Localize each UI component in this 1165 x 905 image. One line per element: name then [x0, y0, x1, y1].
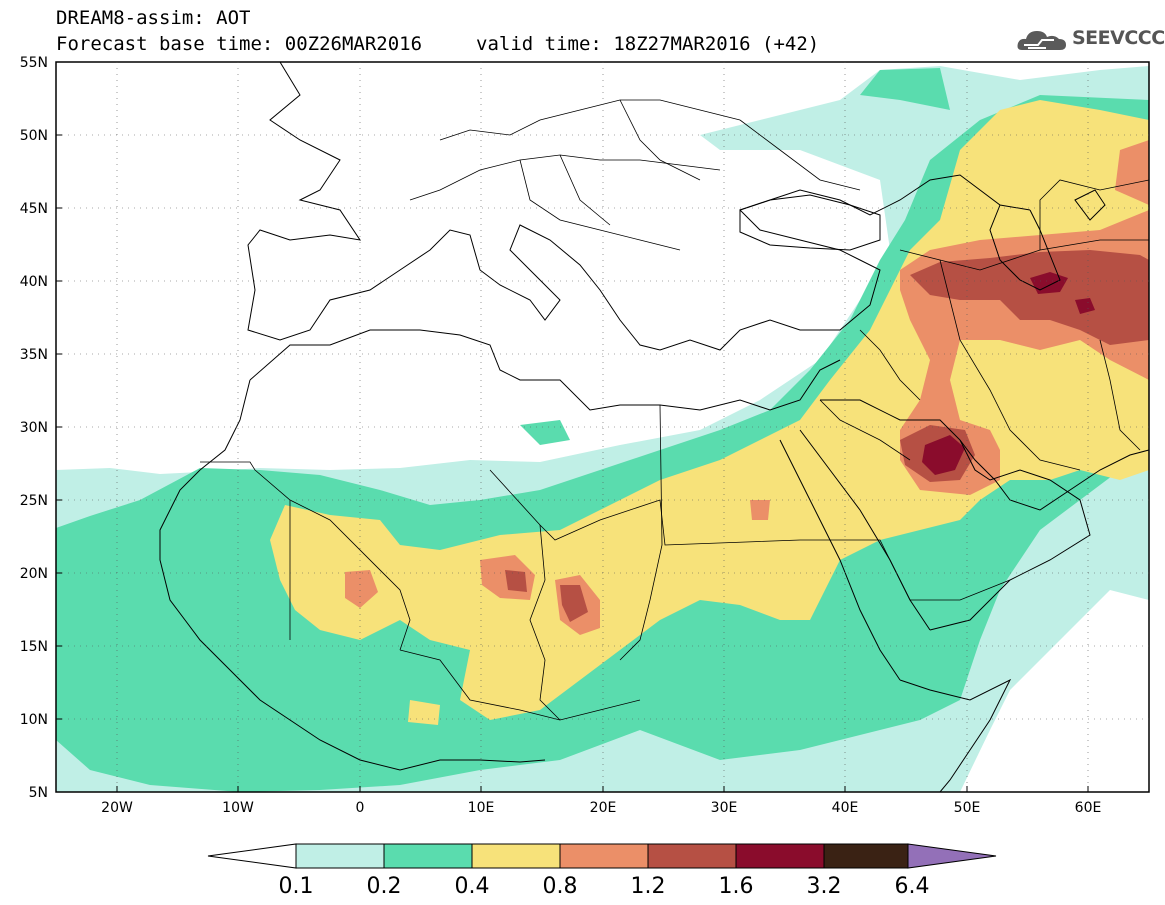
colorbar-label: 0.2: [367, 874, 402, 899]
colorbar-swatch: [295, 843, 385, 869]
colorbar-labels: 0.1 0.2 0.4 0.8 1.2 1.6 3.2 6.4: [279, 874, 930, 899]
country-borders: [200, 99, 1149, 721]
colorbar-swatch: [559, 843, 649, 869]
lon-label: 30E: [711, 800, 738, 816]
lon-label: 20E: [590, 800, 617, 816]
lat-label: 45N: [20, 201, 48, 217]
base-time: Forecast base time: 00Z26MAR2016: [56, 33, 423, 55]
lat-label: 35N: [20, 347, 48, 363]
coastlines: [159, 62, 1149, 792]
colorbar-swatch: [647, 843, 737, 869]
lon-label: 60E: [1075, 800, 1102, 816]
cloud-icon: [1017, 31, 1066, 50]
colorbar-label: 3.2: [807, 874, 842, 899]
colorbar-swatch: [735, 843, 825, 869]
colorbar-label: 1.2: [631, 874, 666, 899]
colorbar-swatch: [823, 843, 909, 869]
lon-label: 40E: [832, 800, 859, 816]
lat-label: 10N: [20, 712, 48, 728]
lon-label: 0: [356, 800, 365, 816]
map-subtitle: Forecast base time: 00Z26MAR2016 valid ti…: [56, 34, 819, 54]
lon-label: 50E: [954, 800, 981, 816]
lat-label: 25N: [20, 493, 48, 509]
lon-labels: 20W 10W 0 10E 20E 30E 40E 50E 60E: [101, 800, 1101, 816]
colorbar-label: 0.4: [455, 874, 490, 899]
seevccc-logo: SEEVCCC: [1016, 24, 1165, 56]
colorbar-swatch: [383, 843, 473, 869]
lat-label: 20N: [20, 566, 48, 582]
lat-label: 40N: [20, 274, 48, 290]
colorbar-under-triangle: [207, 843, 297, 869]
lon-label: 10E: [468, 800, 495, 816]
colorbar-label: 1.6: [719, 874, 754, 899]
lat-label: 50N: [20, 128, 48, 144]
logo-text: SEEVCCC: [1072, 27, 1165, 49]
gridlines: [56, 62, 1149, 792]
lat-labels: 55N 50N 45N 40N 35N 30N 25N 20N 15N 10N …: [20, 55, 48, 801]
colorbar-over-triangle: [907, 843, 997, 869]
colorbar-swatch: [471, 843, 561, 869]
lon-label: 10W: [222, 800, 254, 816]
colorbar-label: 0.8: [543, 874, 578, 899]
aot-level-1.2: [505, 250, 1149, 622]
colorbar-label: 6.4: [895, 874, 930, 899]
axis-ticks: [56, 61, 1089, 793]
valid-time: valid time: 18Z27MAR2016 (+42): [476, 33, 820, 55]
aot-fields: [56, 66, 1149, 792]
colorbar-label: 0.1: [279, 874, 314, 899]
lat-label: 15N: [20, 639, 48, 655]
lat-label: 5N: [29, 785, 48, 801]
lat-label: 55N: [20, 55, 48, 71]
lat-label: 30N: [20, 420, 48, 436]
lon-label: 20W: [101, 800, 133, 816]
map-title: DREAM8-assim: AOT: [56, 7, 251, 29]
colorbar: [207, 843, 997, 869]
